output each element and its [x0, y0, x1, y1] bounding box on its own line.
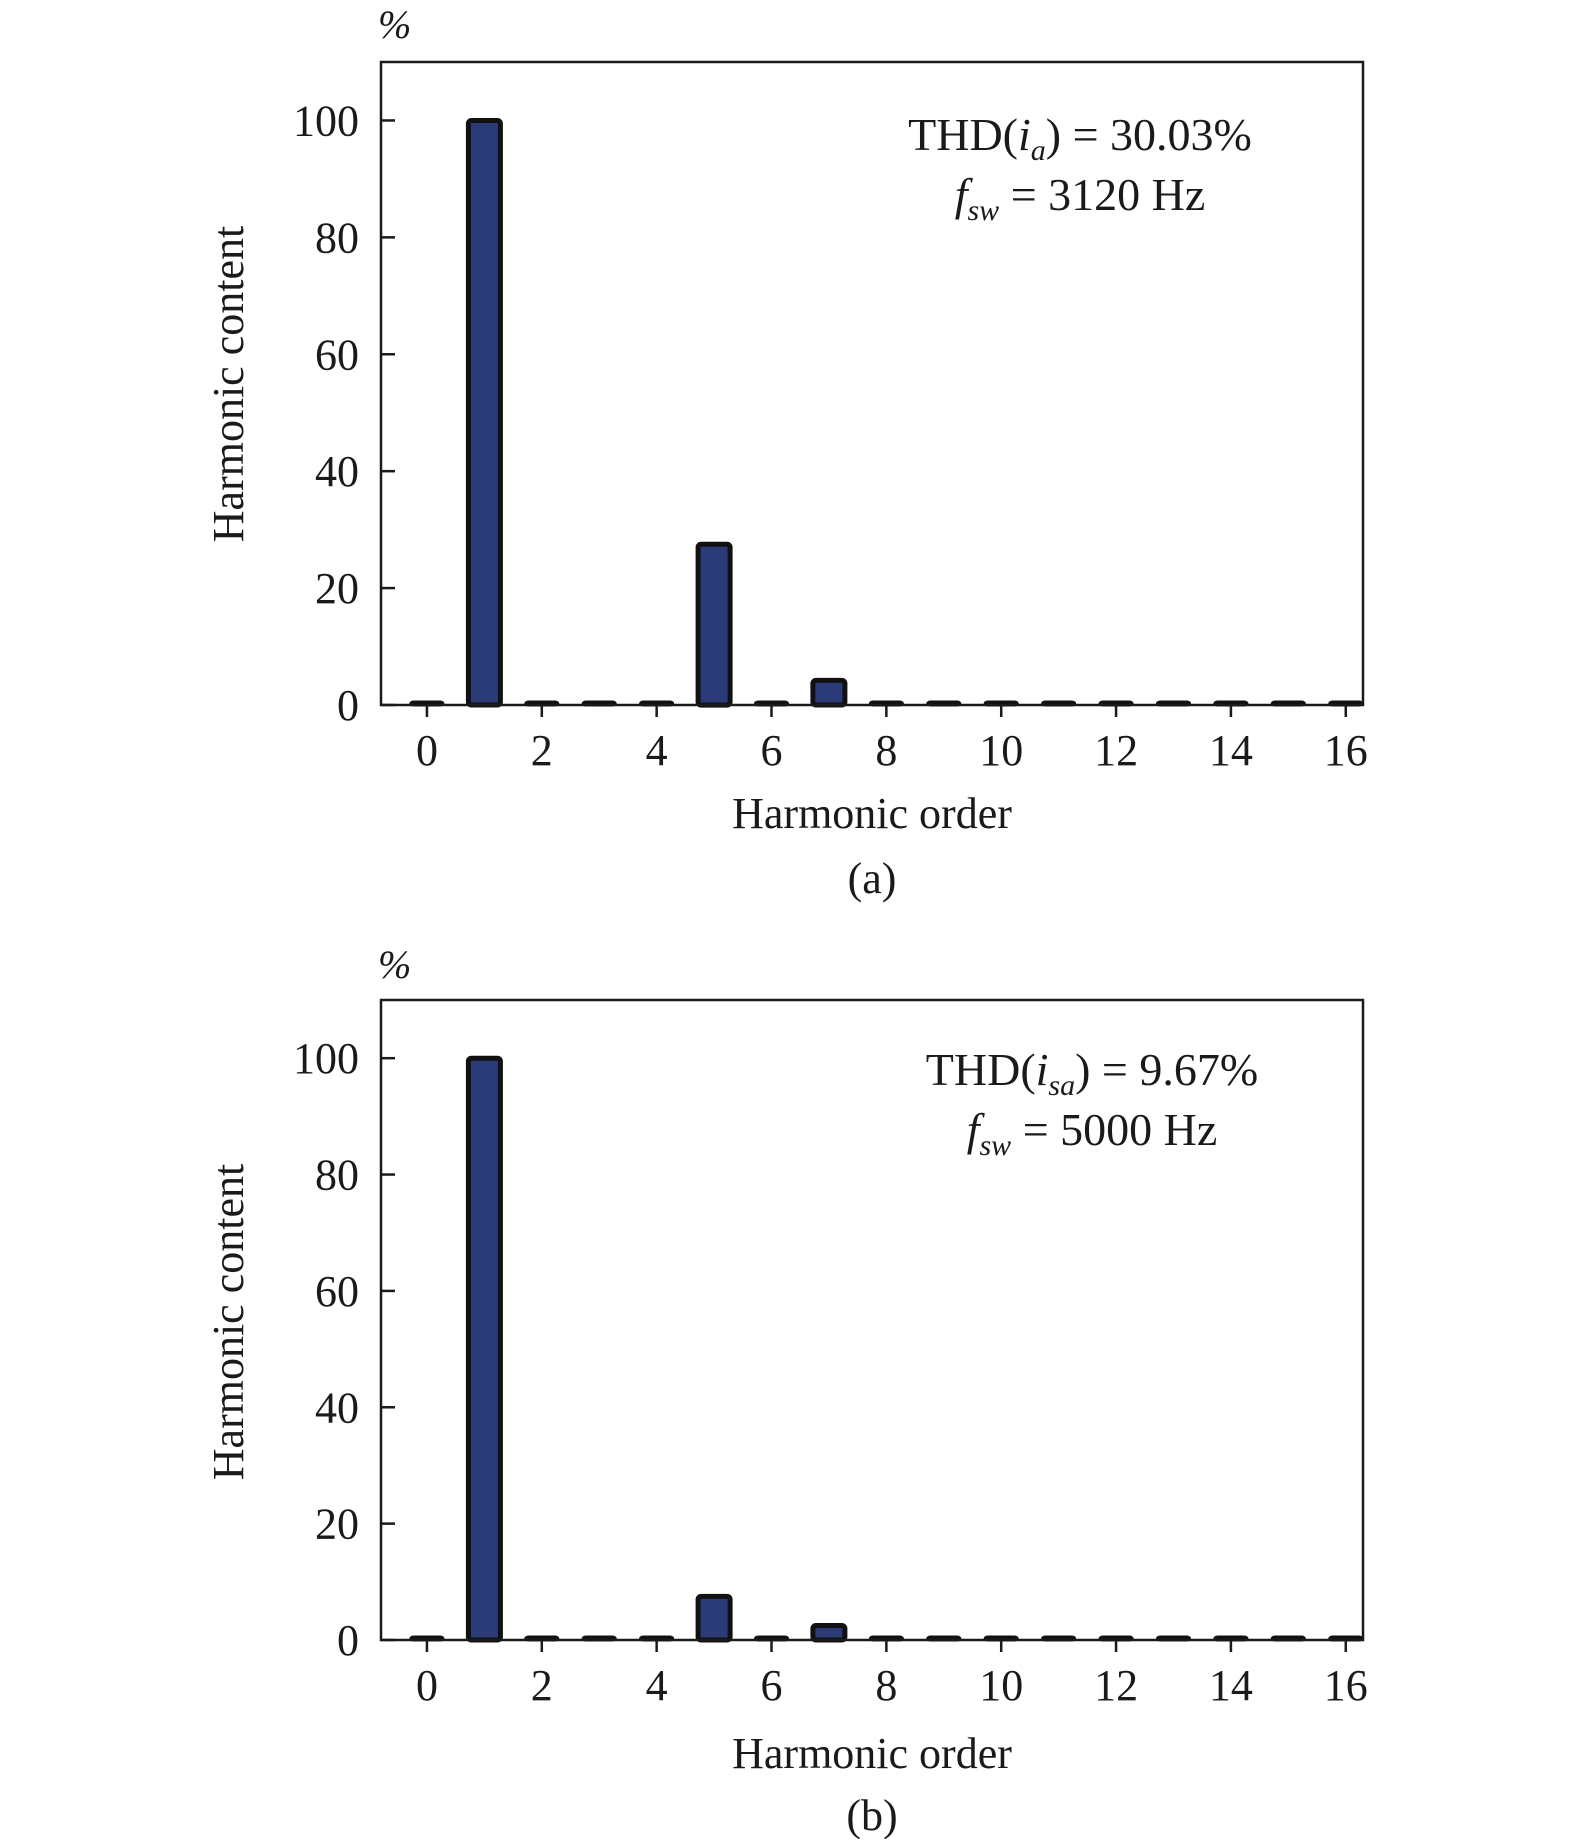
x-tick-label-4: 4: [646, 1661, 668, 1710]
x-tick-label-12: 12: [1094, 726, 1138, 775]
y-tick-label-40: 40: [315, 447, 359, 496]
plot-frame: [379, 998, 1365, 1642]
x-tick-label-16: 16: [1324, 1661, 1368, 1710]
bar-h7: [810, 1623, 848, 1643]
y-tick-label-100: 100: [293, 1034, 359, 1083]
x-tick-label-10: 10: [979, 726, 1023, 775]
thd-variable: i: [1036, 1044, 1049, 1095]
y-ticks: 0 20 40 60 80 100: [293, 1034, 395, 1665]
x-axis-label: Harmonic order: [732, 789, 1012, 838]
y-tick-label-80: 80: [315, 1151, 359, 1200]
x-tick-label-16: 16: [1324, 726, 1368, 775]
thd-annotation: THD(ia) = 30.03%: [908, 109, 1252, 167]
y-tick-label-80: 80: [315, 213, 359, 262]
thd-annotation: THD(isa) = 9.67%: [926, 1044, 1258, 1102]
x-tick-label-12: 12: [1094, 1661, 1138, 1710]
unit-label: %: [378, 942, 411, 987]
x-tick-label-2: 2: [531, 1661, 553, 1710]
bar-h7: [810, 677, 848, 708]
bar-h1: [465, 1055, 503, 1643]
panel-label: (b): [846, 1791, 897, 1839]
y-axis-label: Harmonic content: [204, 1164, 253, 1480]
x-tick-label-2: 2: [531, 726, 553, 775]
thd-suffix: ) = 30.03%: [1046, 109, 1252, 160]
thd-prefix: THD(: [908, 109, 1018, 160]
x-tick-label-4: 4: [646, 726, 668, 775]
bars: [409, 1055, 1364, 1643]
x-tick-label-8: 8: [875, 726, 897, 775]
x-tick-label-0: 0: [416, 726, 438, 775]
y-tick-label-100: 100: [293, 96, 359, 145]
x-tick-label-6: 6: [761, 1661, 783, 1710]
x-tick-label-6: 6: [761, 726, 783, 775]
y-tick-label-0: 0: [337, 1616, 359, 1665]
y-tick-label-60: 60: [315, 1267, 359, 1316]
x-tick-label-0: 0: [416, 1661, 438, 1710]
bars: [409, 118, 1364, 708]
y-tick-label-60: 60: [315, 330, 359, 379]
fsw-annotation: fsw = 5000 Hz: [967, 1104, 1218, 1162]
bar-h1: [465, 118, 503, 708]
y-tick-label-0: 0: [337, 681, 359, 730]
y-tick-label-20: 20: [315, 1500, 359, 1549]
x-ticks: 0 2 4 6 8 10 12 14 16: [416, 1640, 1368, 1710]
x-tick-label-14: 14: [1209, 726, 1253, 775]
plot-frame: [379, 60, 1365, 707]
thd-subscript: sa: [1048, 1069, 1075, 1102]
x-axis-label: Harmonic order: [732, 1729, 1012, 1778]
fsw-annotation: fsw = 3120 Hz: [955, 169, 1206, 227]
panel-label: (a): [848, 854, 897, 903]
chart-panel-b: % 0 20 40 60 80 100 0 2 4 6 8 10 12 14 16 THD(isa) = …: [204, 942, 1368, 1840]
fsw-suffix: = 5000 Hz: [1011, 1104, 1217, 1155]
x-tick-label-14: 14: [1209, 1661, 1253, 1710]
y-tick-label-20: 20: [315, 564, 359, 613]
x-tick-label-8: 8: [875, 1661, 897, 1710]
thd-prefix: THD(: [926, 1044, 1036, 1095]
y-axis-label: Harmonic content: [204, 226, 253, 542]
chart-panel-a: % 0 20 40 60 80 100 0 2 4 6 8 10 12 14 16 THD(ia) = 3…: [204, 2, 1368, 903]
bar-h5: [695, 541, 733, 708]
unit-label: %: [378, 2, 411, 47]
x-tick-label-10: 10: [979, 1661, 1023, 1710]
bar-h5: [695, 1593, 733, 1643]
fsw-suffix: = 3120 Hz: [999, 169, 1205, 220]
thd-suffix: ) = 9.67%: [1075, 1044, 1258, 1095]
y-ticks: 0 20 40 60 80 100: [293, 96, 395, 730]
fsw-subscript: sw: [968, 194, 1000, 227]
x-ticks: 0 2 4 6 8 10 12 14 16: [416, 705, 1368, 775]
thd-subscript: a: [1031, 134, 1046, 167]
y-tick-label-40: 40: [315, 1383, 359, 1432]
fsw-subscript: sw: [980, 1129, 1012, 1162]
thd-variable: i: [1018, 109, 1031, 160]
